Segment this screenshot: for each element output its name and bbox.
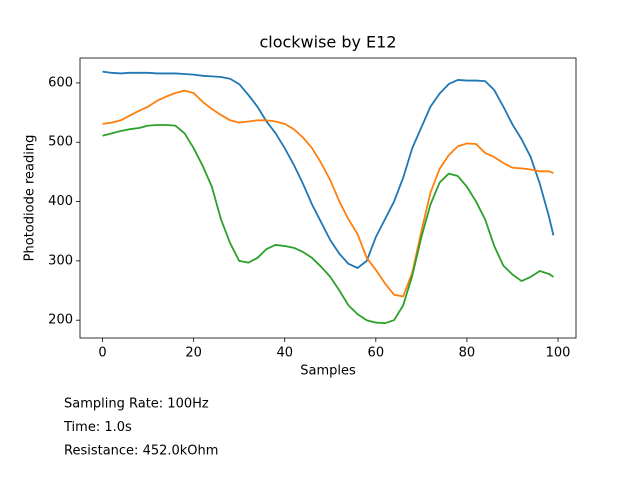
series-line bbox=[102, 124, 554, 325]
y-tick-label: 600 bbox=[48, 75, 73, 90]
annotation: Resistance: 452.0kOhm bbox=[64, 444, 218, 459]
x-tick-label: 0 bbox=[98, 346, 106, 361]
series-line bbox=[102, 89, 554, 298]
y-tick-label: 200 bbox=[48, 313, 73, 328]
x-axis-label: Samples bbox=[300, 364, 356, 379]
chart-title: clockwise by E12 bbox=[259, 33, 396, 52]
x-tick-label: 80 bbox=[459, 346, 476, 361]
annotation: Time: 1.0s bbox=[63, 420, 132, 435]
y-axis-label: Photodiode reading bbox=[23, 135, 38, 262]
annotation: Sampling Rate: 100Hz bbox=[64, 397, 209, 412]
axes-frame bbox=[79, 57, 577, 339]
series-line bbox=[102, 70, 555, 269]
x-tick-label: 100 bbox=[546, 346, 571, 361]
x-tick-label: 40 bbox=[276, 346, 293, 361]
y-tick-label: 400 bbox=[48, 194, 73, 209]
y-tick-label: 300 bbox=[48, 253, 73, 268]
x-tick-label: 20 bbox=[185, 346, 202, 361]
y-tick-label: 500 bbox=[48, 135, 73, 150]
x-tick-label: 60 bbox=[368, 346, 385, 361]
